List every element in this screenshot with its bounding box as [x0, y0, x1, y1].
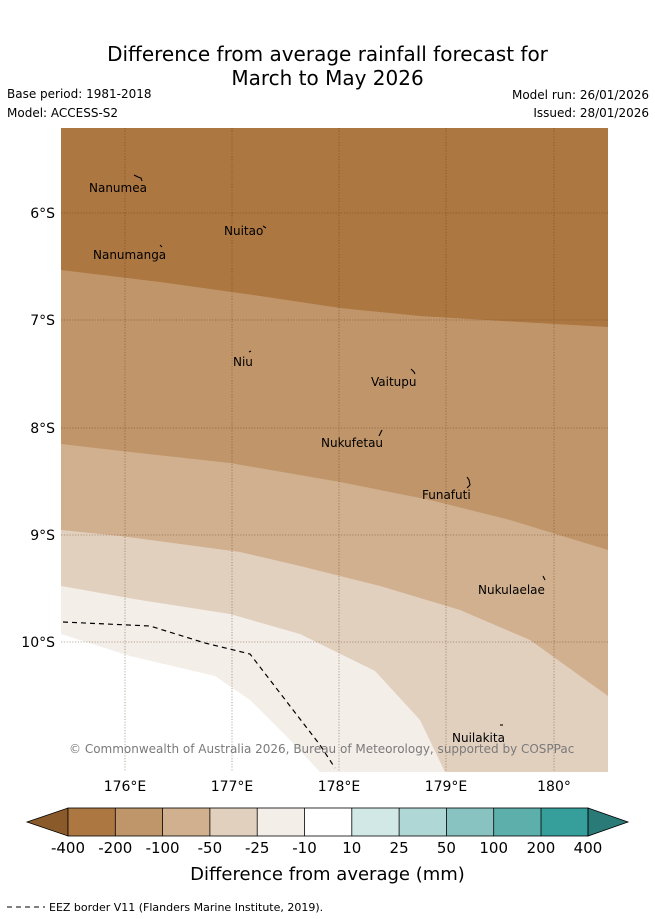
island-label-nuilakita: Nuilakita: [452, 731, 505, 745]
legend-tick-0: -400: [51, 839, 85, 857]
title-line-2: March to May 2026: [231, 66, 424, 90]
legend-swatch-11: [541, 808, 588, 836]
issued-date: Issued: 28/01/2026: [533, 106, 649, 120]
island-nuitao-shape: [262, 225, 267, 229]
island-nukufetau-shape: [378, 429, 383, 437]
lon-tick-176e: 176°E: [104, 779, 147, 795]
legend-swatch-4: [209, 808, 258, 836]
lon-tick-178e: 178°E: [318, 779, 361, 795]
island-label-funafuti: Funafuti: [422, 488, 471, 502]
lat-tick-9s: 9°S: [30, 528, 55, 544]
legend-swatch-6: [304, 808, 352, 836]
eez-legend-text: EEZ border V11 (Flanders Marine Institut…: [49, 901, 323, 914]
base-period: Base period: 1981-2018: [7, 87, 152, 101]
island-niu-shape: [248, 350, 252, 353]
island-shapes: [133, 174, 546, 726]
model-name: Model: ACCESS-S2: [7, 106, 119, 120]
legend-tick-2: -100: [146, 839, 180, 857]
forecast-map: Nanumea Nuitao Nanumanga Niu Vaitupu Nuk…: [61, 128, 608, 772]
legend-swatch-5: [257, 808, 305, 836]
legend-tick-8: 50: [437, 839, 456, 857]
island-label-vaitupu: Vaitupu: [371, 375, 417, 389]
legend-tick-11: 400: [574, 839, 603, 857]
lat-tick-10s: 10°S: [21, 635, 55, 651]
lat-tick-7s: 7°S: [30, 313, 55, 329]
lat-tick-6s: 6°S: [30, 206, 55, 222]
island-nanumanga-shape: [159, 244, 163, 248]
legend-swatch-max: [587, 807, 630, 837]
lon-tick-179e: 179°E: [425, 779, 468, 795]
legend-tick-1: -200: [98, 839, 132, 857]
island-label-nanumanga: Nanumanga: [93, 248, 166, 262]
legend-tick-3: -50: [198, 839, 223, 857]
title-line-1: Difference from average rainfall forecas…: [107, 42, 548, 66]
legend-swatch-2: [115, 808, 163, 836]
band-plus-minus-10: [61, 634, 320, 772]
island-nukulaelae-shape: [542, 575, 546, 581]
island-label-niu: Niu: [233, 355, 253, 369]
legend-swatch-min: [25, 807, 69, 837]
graticule: [61, 128, 608, 772]
island-funafuti-shape: [466, 476, 471, 489]
legend-tick-7: 25: [390, 839, 409, 857]
model-run: Model run: 26/01/2026: [511, 88, 649, 102]
lat-tick-8s: 8°S: [30, 421, 55, 437]
island-label-nukufetau: Nukufetau: [321, 436, 383, 450]
legend-tick-5: -10: [292, 839, 317, 857]
legend-frame: [67, 807, 589, 837]
lon-tick-180: 180°: [537, 779, 571, 795]
legend-swatch-10: [493, 808, 541, 836]
legend-tick-10: 200: [527, 839, 556, 857]
eez-border: [62, 621, 336, 769]
legend-colorbar: -400 -200 -100 -50 -25 -10 10 25 50 100 …: [25, 807, 630, 885]
island-label-nuitao: Nuitao: [224, 224, 263, 238]
island-label-nukulaelae: Nukulaelae: [478, 583, 545, 597]
legend-swatch-3: [162, 808, 210, 836]
lon-tick-177e: 177°E: [211, 779, 254, 795]
island-vaitupu-shape: [410, 368, 416, 375]
legend-swatch-8: [399, 808, 447, 836]
legend-tick-9: 100: [479, 839, 508, 857]
legend-tick-6: 10: [342, 839, 361, 857]
island-nanumea-shape: [133, 174, 143, 182]
legend-tick-4: -25: [245, 839, 270, 857]
legend-label: Difference from average (mm): [190, 864, 465, 885]
legend-swatch-1: [68, 808, 116, 836]
copyright-notice: © Commonwealth of Australia 2026, Bureau…: [69, 742, 574, 756]
legend-swatch-9: [446, 808, 494, 836]
legend-swatch-7: [351, 808, 400, 836]
island-label-nanumea: Nanumea: [89, 181, 147, 195]
